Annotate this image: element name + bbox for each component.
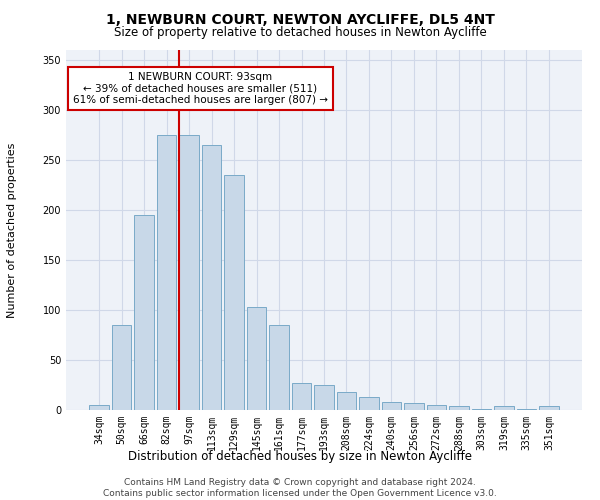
Bar (202, 145, 221, 410)
Bar (292, 383, 311, 410)
Bar (179, 135, 199, 410)
Bar (359, 397, 379, 410)
Bar (247, 307, 266, 410)
Text: Contains HM Land Registry data © Crown copyright and database right 2024.
Contai: Contains HM Land Registry data © Crown c… (103, 478, 497, 498)
Bar (337, 392, 356, 410)
Bar (427, 405, 446, 410)
Text: Distribution of detached houses by size in Newton Aycliffe: Distribution of detached houses by size … (128, 450, 472, 463)
Bar (517, 409, 536, 410)
Bar (494, 406, 514, 410)
Bar (269, 325, 289, 410)
Bar (449, 406, 469, 410)
Bar (157, 135, 176, 410)
Text: 1, NEWBURN COURT, NEWTON AYCLIFFE, DL5 4NT: 1, NEWBURN COURT, NEWTON AYCLIFFE, DL5 4… (106, 12, 494, 26)
Bar (382, 402, 401, 410)
Text: Number of detached properties: Number of detached properties (7, 142, 17, 318)
Bar (134, 215, 154, 410)
Bar (112, 325, 131, 410)
Bar (314, 385, 334, 410)
Bar (89, 405, 109, 410)
Text: 1 NEWBURN COURT: 93sqm
← 39% of detached houses are smaller (511)
61% of semi-de: 1 NEWBURN COURT: 93sqm ← 39% of detached… (73, 72, 328, 105)
Bar (472, 409, 491, 410)
Bar (539, 406, 559, 410)
Bar (404, 403, 424, 410)
Bar (224, 175, 244, 410)
Text: Size of property relative to detached houses in Newton Aycliffe: Size of property relative to detached ho… (113, 26, 487, 39)
